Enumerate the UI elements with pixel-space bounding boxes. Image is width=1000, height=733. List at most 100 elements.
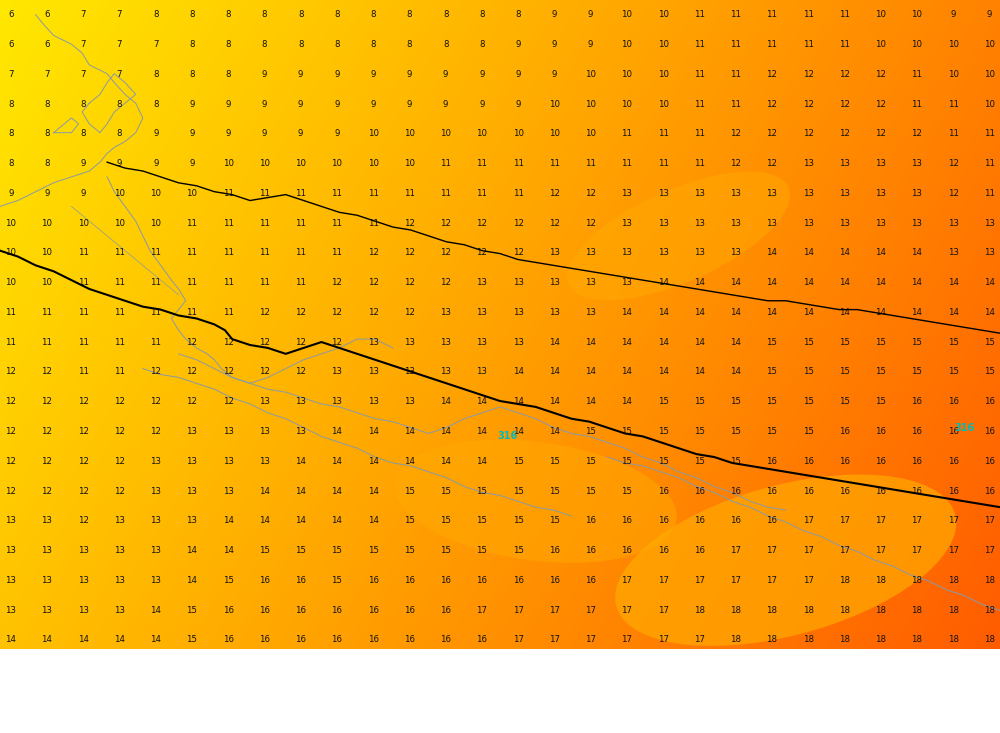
Text: 14: 14 (150, 605, 161, 614)
Text: 15: 15 (295, 546, 306, 555)
Text: 14: 14 (78, 636, 89, 644)
Text: 12: 12 (150, 397, 161, 406)
Text: 11: 11 (658, 129, 669, 139)
Text: 15: 15 (585, 487, 596, 496)
Text: 13: 13 (549, 308, 560, 317)
Text: 10: 10 (513, 129, 524, 139)
Text: 18: 18 (984, 576, 995, 585)
Text: 13: 13 (984, 248, 995, 257)
Text: 6: 6 (44, 10, 50, 19)
Text: 16: 16 (911, 457, 922, 465)
Text: 11: 11 (694, 40, 705, 49)
Text: 8: 8 (44, 100, 50, 108)
Text: 13: 13 (984, 218, 995, 228)
Text: 12: 12 (404, 278, 415, 287)
Text: 11: 11 (984, 129, 995, 139)
Text: 12: 12 (223, 367, 234, 377)
Text: 14: 14 (694, 367, 705, 377)
Text: 14: 14 (658, 308, 669, 317)
Bar (305, 694, 338, 724)
Text: -12: -12 (247, 727, 264, 733)
Text: 10: 10 (41, 248, 52, 257)
Text: 16: 16 (440, 605, 451, 614)
Text: 9: 9 (262, 129, 267, 139)
Text: 11: 11 (948, 100, 959, 108)
Text: 15: 15 (694, 397, 705, 406)
Text: 9: 9 (334, 129, 340, 139)
Text: 11: 11 (694, 159, 705, 168)
Text: 9: 9 (189, 129, 195, 139)
Text: 14: 14 (5, 636, 16, 644)
Text: 10: 10 (259, 159, 270, 168)
Text: 10: 10 (5, 248, 16, 257)
Text: 10: 10 (621, 70, 632, 78)
Text: 7: 7 (80, 10, 86, 19)
Text: 15: 15 (513, 457, 524, 465)
Text: 10: 10 (984, 70, 995, 78)
Text: -18: -18 (214, 727, 231, 733)
Text: 8: 8 (370, 40, 376, 49)
Text: 14: 14 (766, 248, 777, 257)
Text: 9: 9 (987, 10, 992, 19)
Text: 7: 7 (153, 40, 158, 49)
Text: 17: 17 (513, 636, 524, 644)
Text: 10: 10 (984, 100, 995, 108)
Text: 14: 14 (186, 546, 197, 555)
Text: 42: 42 (547, 727, 558, 733)
Text: 12: 12 (259, 308, 270, 317)
Text: 16: 16 (911, 487, 922, 496)
Text: 12: 12 (41, 397, 52, 406)
Text: 13: 13 (549, 248, 560, 257)
Text: 8: 8 (80, 100, 86, 108)
Text: 16: 16 (875, 457, 886, 465)
Text: 15: 15 (513, 546, 524, 555)
Text: 16: 16 (368, 636, 379, 644)
Text: 14: 14 (295, 516, 306, 526)
Text: 16: 16 (585, 546, 596, 555)
Text: 17: 17 (948, 546, 959, 555)
Text: 6: 6 (8, 10, 13, 19)
Text: 16: 16 (621, 516, 632, 526)
Text: 9: 9 (515, 70, 521, 78)
Text: 11: 11 (78, 308, 89, 317)
Text: 11: 11 (331, 189, 342, 198)
Ellipse shape (567, 172, 790, 300)
Text: 13: 13 (368, 397, 379, 406)
Text: 11: 11 (223, 248, 234, 257)
Text: 12: 12 (5, 397, 16, 406)
Text: 11: 11 (78, 367, 89, 377)
Text: 13: 13 (150, 457, 161, 465)
Text: 8: 8 (189, 10, 195, 19)
Text: 12: 12 (295, 367, 306, 377)
Text: 12: 12 (114, 487, 125, 496)
Text: 15: 15 (839, 397, 850, 406)
Text: 9: 9 (443, 70, 448, 78)
Text: 14: 14 (404, 427, 415, 436)
Text: 11: 11 (78, 338, 89, 347)
Text: 12: 12 (476, 218, 487, 228)
Text: 11: 11 (259, 278, 270, 287)
Text: 11: 11 (513, 159, 524, 168)
Text: 13: 13 (839, 218, 850, 228)
Text: 11: 11 (440, 159, 451, 168)
Text: 16: 16 (295, 605, 306, 614)
Text: Fr 07-06-2024 00:00 UTC (00+168): Fr 07-06-2024 00:00 UTC (00+168) (715, 655, 995, 671)
Text: 12: 12 (513, 218, 524, 228)
Text: 10: 10 (295, 159, 306, 168)
Text: 13: 13 (476, 338, 487, 347)
Text: 16: 16 (875, 427, 886, 436)
Text: 9: 9 (81, 159, 86, 168)
Text: 8: 8 (225, 10, 231, 19)
Text: 13: 13 (730, 189, 741, 198)
Text: 7: 7 (117, 40, 122, 49)
Text: 11: 11 (295, 248, 306, 257)
Text: 18: 18 (694, 605, 705, 614)
Text: 16: 16 (331, 605, 342, 614)
Text: 13: 13 (730, 218, 741, 228)
Text: 16: 16 (259, 576, 270, 585)
Text: -48: -48 (49, 727, 66, 733)
Text: 12: 12 (5, 367, 16, 377)
Text: 15: 15 (368, 546, 379, 555)
Text: 14: 14 (259, 516, 270, 526)
Text: 13: 13 (114, 516, 125, 526)
